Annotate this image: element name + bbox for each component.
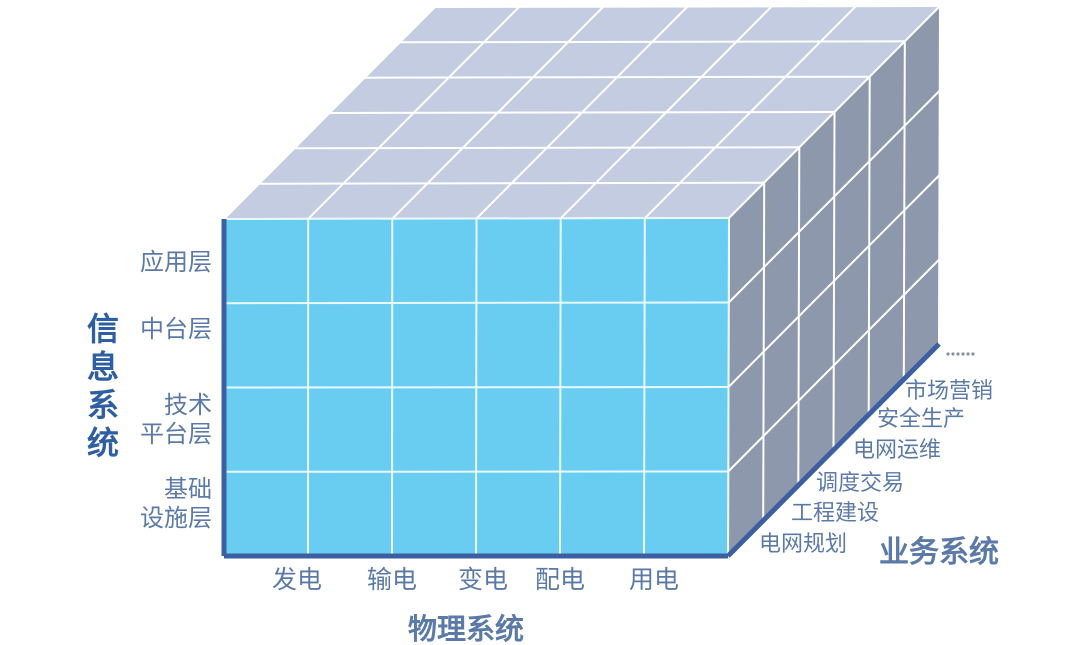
svg-text:应用层: 应用层: [140, 249, 212, 276]
svg-text:设施层: 设施层: [140, 505, 212, 532]
svg-text:市场营销: 市场营销: [905, 378, 993, 403]
svg-text:电网规划: 电网规划: [759, 531, 847, 556]
svg-text:变电: 变电: [458, 566, 508, 594]
svg-text:息: 息: [87, 349, 119, 385]
svg-text:输电: 输电: [367, 566, 417, 594]
svg-text:平台层: 平台层: [140, 421, 212, 448]
svg-text:电网运维: 电网运维: [853, 437, 941, 462]
svg-text:技术: 技术: [164, 392, 212, 419]
svg-text:工程建设: 工程建设: [791, 500, 879, 525]
svg-text:安全生产: 安全生产: [877, 406, 965, 431]
svg-text:中台层: 中台层: [140, 316, 212, 343]
svg-text:基础: 基础: [164, 476, 212, 503]
svg-text:业务系统: 业务系统: [879, 535, 999, 569]
svg-text:发电: 发电: [272, 566, 322, 594]
svg-text:统: 统: [87, 425, 119, 461]
svg-text:配电: 配电: [535, 566, 585, 594]
svg-text:系: 系: [87, 387, 119, 423]
svg-text:信: 信: [87, 311, 119, 347]
svg-text:物理系统: 物理系统: [408, 612, 524, 645]
svg-text:用电: 用电: [629, 566, 679, 594]
svg-text:调度交易: 调度交易: [816, 470, 904, 495]
